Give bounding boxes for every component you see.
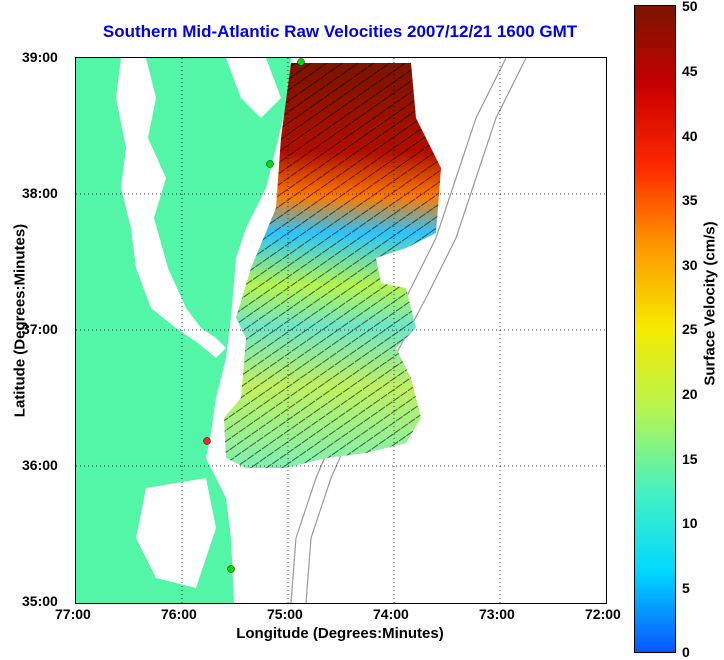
x-tick-label: 74:00 — [373, 606, 409, 622]
x-tick-label: 76:00 — [161, 606, 197, 622]
colorbar-tick: 40 — [682, 128, 698, 144]
colorbar-tick: 15 — [682, 451, 698, 467]
colorbar-tick: 10 — [682, 515, 698, 531]
pamlico-sound — [136, 478, 216, 588]
y-axis-label: Latitude (Degrees:Minutes) — [11, 223, 29, 418]
station-marker — [227, 565, 235, 573]
colorbar-tick: 30 — [682, 257, 698, 273]
x-tick-label: 72:00 — [585, 606, 621, 622]
y-tick-label: 37:00 — [22, 321, 58, 337]
grid-lines — [76, 58, 606, 603]
colorbar-tick: 20 — [682, 386, 698, 402]
colorbar-tick: 0 — [682, 644, 690, 660]
station-marker — [203, 437, 211, 445]
colorbar — [634, 5, 676, 653]
colorbar-tick: 35 — [682, 192, 698, 208]
x-axis-label: Longitude (Degrees:Minutes) — [236, 625, 444, 642]
chesapeake-bay — [116, 58, 226, 358]
y-tick-label: 39:00 — [22, 49, 58, 65]
station-marker — [266, 160, 274, 168]
map-canvas — [76, 58, 606, 603]
x-tick-label: 77:00 — [55, 606, 91, 622]
y-tick-label: 35:00 — [22, 593, 58, 609]
colorbar-label: Surface Velocity (cm/s) — [701, 221, 719, 386]
map-plot-area[interactable] — [75, 57, 607, 604]
y-tick-label: 36:00 — [22, 457, 58, 473]
x-tick-label: 75:00 — [267, 606, 303, 622]
station-marker — [297, 58, 305, 66]
colorbar-tick: 45 — [682, 63, 698, 79]
colorbar-tick: 25 — [682, 321, 698, 337]
velocity-arrows — [224, 63, 441, 468]
colorbar-tick: 50 — [682, 0, 698, 14]
colorbar-tick: 5 — [682, 580, 690, 596]
delaware-bay — [226, 58, 281, 118]
y-tick-label: 38:00 — [22, 185, 58, 201]
map-title: Southern Mid-Atlantic Raw Velocities 200… — [102, 22, 578, 41]
x-tick-label: 73:00 — [479, 606, 515, 622]
